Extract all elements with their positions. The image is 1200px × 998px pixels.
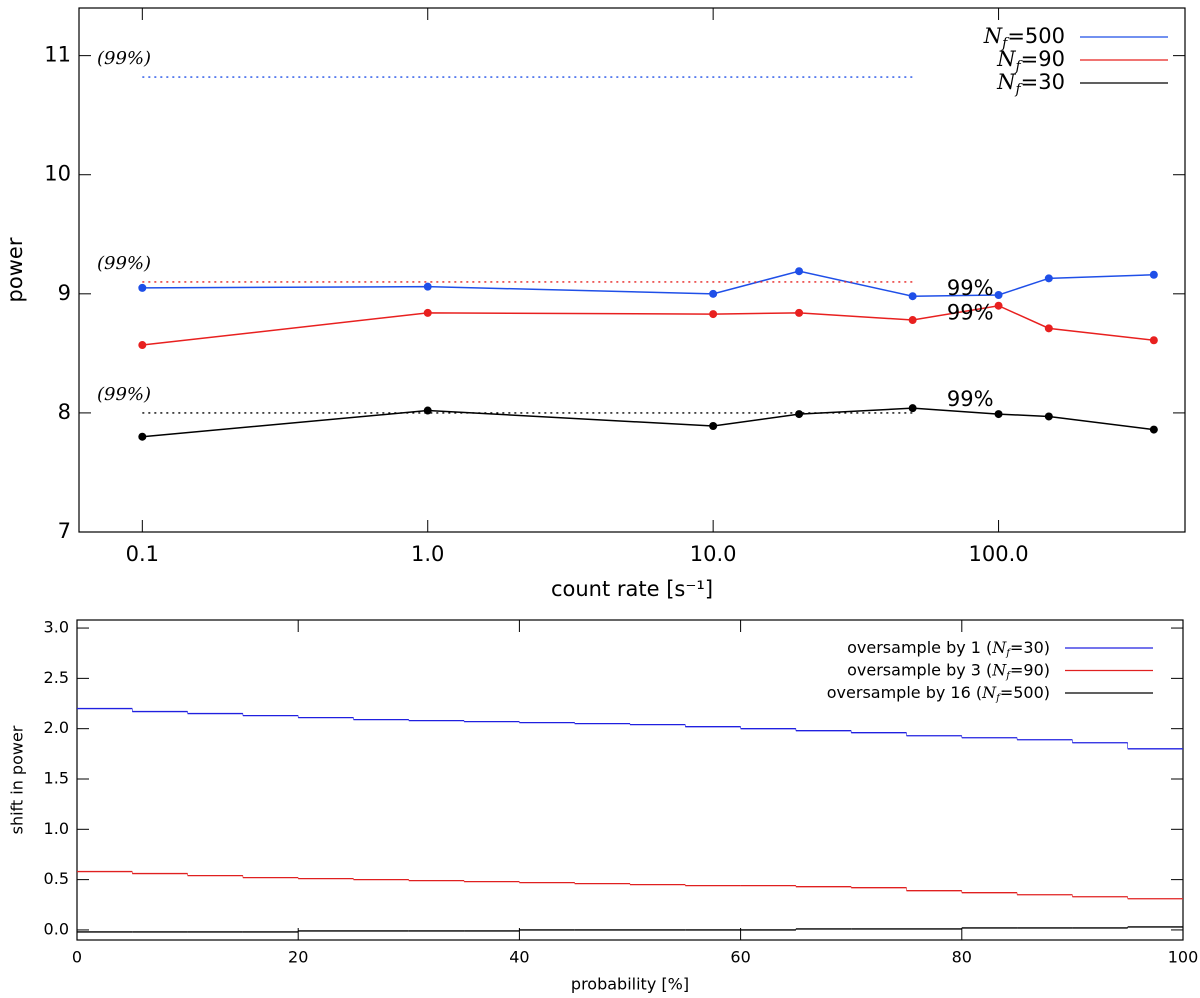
- legend-label: oversample by 16 (Nf=500): [827, 683, 1050, 704]
- y-tick-label: 0.0: [44, 919, 69, 938]
- data-point: [709, 289, 718, 298]
- data-point: [709, 422, 718, 431]
- x-tick-label: 60: [730, 948, 750, 967]
- plot-frame: [76, 619, 1184, 941]
- data-point: [994, 301, 1003, 310]
- data-point: [709, 310, 718, 319]
- threshold-label: (99%): [97, 384, 151, 405]
- x-tick-label: 40: [509, 948, 529, 967]
- y-tick-label: 1.5: [44, 768, 69, 787]
- legend-label: Nf=30: [996, 70, 1065, 98]
- y-tick-label: 1.0: [44, 819, 69, 838]
- data-point: [138, 283, 147, 292]
- data-point: [908, 316, 917, 325]
- x-tick-label: 20: [288, 948, 308, 967]
- y-axis-label: shift in power: [8, 725, 27, 834]
- x-tick-label: 0: [72, 948, 82, 967]
- data-point: [138, 432, 147, 441]
- y-tick-label: 2.0: [44, 718, 69, 737]
- x-tick-label: 1.0: [411, 542, 444, 566]
- series-line: [142, 407, 1154, 438]
- data-point: [795, 410, 804, 419]
- data-point: [908, 292, 917, 301]
- x-axis-label: count rate [s⁻¹]: [551, 577, 713, 601]
- data-point: [1149, 336, 1158, 345]
- data-point: [908, 404, 917, 413]
- data-point: [994, 410, 1003, 419]
- plot-frame: [78, 7, 1186, 533]
- legend-label: Nf=500: [983, 24, 1065, 52]
- y-axis-label: power: [3, 237, 27, 302]
- x-tick-label: 100.0: [969, 542, 1029, 566]
- data-point: [1044, 324, 1053, 333]
- data-point: [423, 308, 432, 317]
- x-tick-label: 100: [1168, 948, 1199, 967]
- y-tick-label: 8: [58, 400, 71, 424]
- annotation: 99%: [947, 301, 994, 325]
- legend-label: Nf=90: [996, 47, 1065, 75]
- y-tick-label: 2.5: [44, 668, 69, 687]
- y-tick-label: 0.5: [44, 869, 69, 888]
- y-tick-label: 10: [44, 162, 71, 186]
- data-point: [1149, 270, 1158, 279]
- legend-label: oversample by 3 (Nf=90): [847, 660, 1050, 681]
- x-tick-label: 80: [952, 948, 972, 967]
- data-point: [994, 291, 1003, 300]
- y-tick-label: 11: [44, 43, 71, 67]
- data-point: [1044, 412, 1053, 421]
- data-point: [795, 308, 804, 317]
- data-point: [138, 341, 147, 350]
- annotation: 99%: [947, 387, 994, 411]
- annotation: 99%: [947, 276, 994, 300]
- data-point: [423, 282, 432, 291]
- y-tick-label: 3.0: [44, 618, 69, 637]
- y-tick-label: 7: [58, 519, 71, 543]
- series-line: [142, 304, 1154, 346]
- y-tick-label: 9: [58, 281, 71, 305]
- x-tick-label: 0.1: [126, 542, 159, 566]
- x-tick-label: 10.0: [690, 542, 737, 566]
- threshold-label: (99%): [97, 48, 151, 69]
- x-axis-label: probability [%]: [571, 975, 689, 994]
- threshold-label: (99%): [97, 253, 151, 274]
- series-line: [142, 270, 1154, 297]
- data-point: [1044, 274, 1053, 283]
- legend-label: oversample by 1 (Nf=30): [847, 638, 1050, 659]
- data-point: [795, 267, 804, 276]
- data-point: [1149, 425, 1158, 434]
